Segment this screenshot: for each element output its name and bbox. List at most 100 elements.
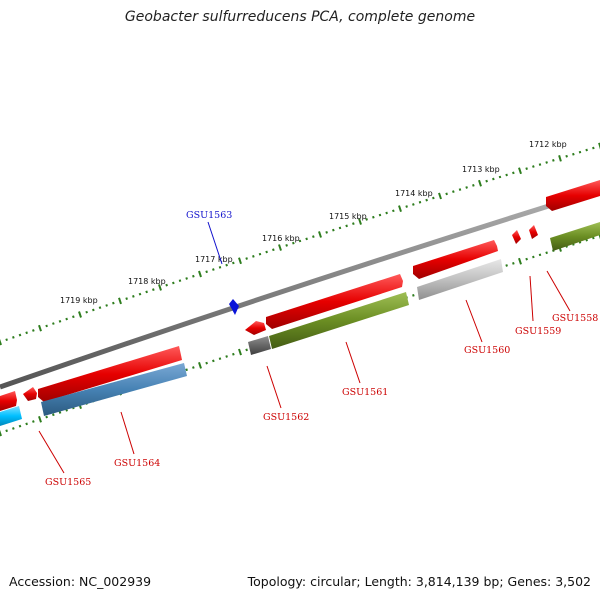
inner-ruler-minor-tick (545, 251, 548, 255)
genome-backbone (0, 187, 600, 390)
gene-feature-gsu1564[interactable] (38, 346, 182, 402)
gene-feature-gsu1561[interactable] (266, 274, 403, 329)
inner-ruler-minor-tick (185, 368, 188, 372)
outer-ruler-minor-tick (405, 205, 408, 208)
outer-ruler (0, 142, 600, 346)
outer-ruler-minor-tick (12, 335, 15, 339)
cog-feature-gsu1565[interactable] (0, 406, 22, 426)
gene-label-gsu1563[interactable]: GSU1563 (186, 210, 232, 221)
gene-label-gsu1558[interactable]: GSU1558 (552, 313, 598, 324)
outer-ruler-minor-tick (578, 150, 582, 154)
cog-feature-gsu1558[interactable] (550, 222, 600, 251)
outer-ruler-minor-tick (458, 188, 462, 191)
leader-gsu1558 (546, 270, 571, 312)
cog-feature-gsu1560[interactable] (417, 259, 503, 300)
outer-ruler-minor-tick (492, 177, 495, 181)
outer-ruler-minor-tick (25, 331, 28, 335)
ruler-label: 1717 kbp (195, 255, 233, 264)
gene-feature-gsu1559-a[interactable] (512, 230, 521, 244)
outer-ruler-minor-tick (98, 306, 102, 310)
leader-gsu1561 (345, 341, 361, 384)
inner-ruler-minor-tick (58, 411, 62, 414)
inner-ruler-minor-tick (512, 261, 515, 265)
ruler-label: 1719 kbp (60, 296, 98, 305)
inner-ruler-major-tick (38, 415, 42, 423)
outer-ruler-minor-tick (532, 165, 535, 168)
gene-feature-gsu1562[interactable] (245, 321, 266, 335)
outer-ruler-minor-tick (225, 263, 228, 267)
cog-feature-gsu1562[interactable] (248, 336, 271, 355)
gene-label-gsu1560[interactable]: GSU1560 (464, 345, 510, 356)
outer-ruler-major-tick (558, 155, 562, 162)
gene-label-gsu1565[interactable]: GSU1565 (45, 477, 91, 488)
outer-ruler-major-tick (198, 270, 202, 278)
outer-ruler-major-tick (358, 218, 362, 225)
gene-feature-gsu1560[interactable] (413, 240, 498, 279)
outer-ruler-minor-tick (172, 281, 175, 285)
gene-feature-gsu1565-b[interactable] (0, 391, 17, 411)
outer-ruler-minor-tick (412, 203, 415, 206)
outer-ruler-minor-tick (552, 158, 555, 162)
outer-ruler-minor-tick (452, 190, 455, 194)
gene-label-gsu1561[interactable]: GSU1561 (342, 387, 388, 398)
cog-feature-gsu1564[interactable] (41, 363, 187, 416)
outer-ruler-major-tick (478, 179, 482, 187)
outer-ruler-minor-tick (572, 152, 575, 156)
outer-ruler-major-tick (38, 324, 42, 332)
gene-label-gsu1564[interactable]: GSU1564 (114, 458, 160, 469)
outer-ruler-minor-tick (145, 290, 148, 294)
outer-ruler-minor-tick (58, 319, 62, 323)
outer-ruler-major-tick (598, 142, 600, 150)
gene-feature-gsu1565-a[interactable] (23, 387, 37, 401)
genome-summary: Topology: circular; Length: 3,814,139 bp… (247, 574, 591, 589)
outer-ruler-minor-tick (192, 274, 195, 278)
outer-ruler-minor-tick (105, 304, 108, 307)
inner-ruler-minor-tick (505, 264, 508, 267)
outer-ruler-major-tick (438, 192, 442, 200)
outer-ruler-minor-tick (258, 252, 262, 256)
leader-gsu1564 (120, 411, 135, 455)
inner-ruler-minor-tick (192, 366, 195, 369)
outer-ruler-minor-tick (345, 224, 348, 228)
inner-ruler-minor-tick (45, 415, 48, 419)
forward-genes (0, 180, 600, 411)
outer-ruler-minor-tick (592, 146, 595, 150)
inner-ruler-minor-tick (32, 420, 35, 423)
leader-gsu1560 (465, 299, 483, 343)
outer-ruler-minor-tick (72, 315, 75, 319)
ruler-label: 1712 kbp (529, 140, 567, 149)
inner-ruler-minor-tick (52, 413, 55, 417)
outer-ruler-minor-tick (165, 283, 168, 287)
outer-ruler-minor-tick (512, 171, 515, 175)
outer-ruler-minor-tick (332, 228, 335, 232)
inner-ruler-minor-tick (412, 293, 415, 297)
gene-label-gsu1559[interactable]: GSU1559 (515, 326, 561, 337)
outer-ruler-minor-tick (18, 333, 22, 337)
outer-ruler-minor-tick (178, 279, 182, 282)
cog-feature-gsu1561[interactable] (269, 292, 409, 349)
outer-ruler-minor-tick (152, 288, 155, 292)
ruler-label: 1716 kbp (262, 234, 300, 243)
gene-feature-gsu1563[interactable] (229, 299, 239, 315)
cog-features (0, 222, 600, 426)
outer-ruler-minor-tick (285, 243, 288, 247)
outer-ruler-minor-tick (585, 148, 588, 152)
outer-ruler-minor-tick (52, 322, 55, 325)
outer-ruler-minor-tick (232, 261, 235, 265)
outer-ruler-major-tick (78, 311, 82, 318)
inner-ruler-major-tick (238, 348, 242, 356)
leader-gsu1559 (529, 275, 534, 322)
leader-gsu1563 (207, 221, 223, 265)
outer-ruler-major-tick (118, 297, 122, 305)
outer-ruler-minor-tick (378, 213, 382, 217)
outer-ruler-minor-tick (498, 175, 502, 179)
gene-label-gsu1562[interactable]: GSU1562 (263, 412, 309, 423)
outer-ruler-minor-tick (305, 237, 308, 241)
outer-ruler-minor-tick (125, 297, 128, 301)
gene-feature-gsu1559-b[interactable] (529, 225, 538, 239)
outer-ruler-minor-tick (292, 241, 295, 245)
outer-ruler-major-tick (278, 244, 282, 251)
outer-ruler-minor-tick (465, 186, 468, 189)
gene-feature-gsu1558[interactable] (546, 180, 600, 211)
